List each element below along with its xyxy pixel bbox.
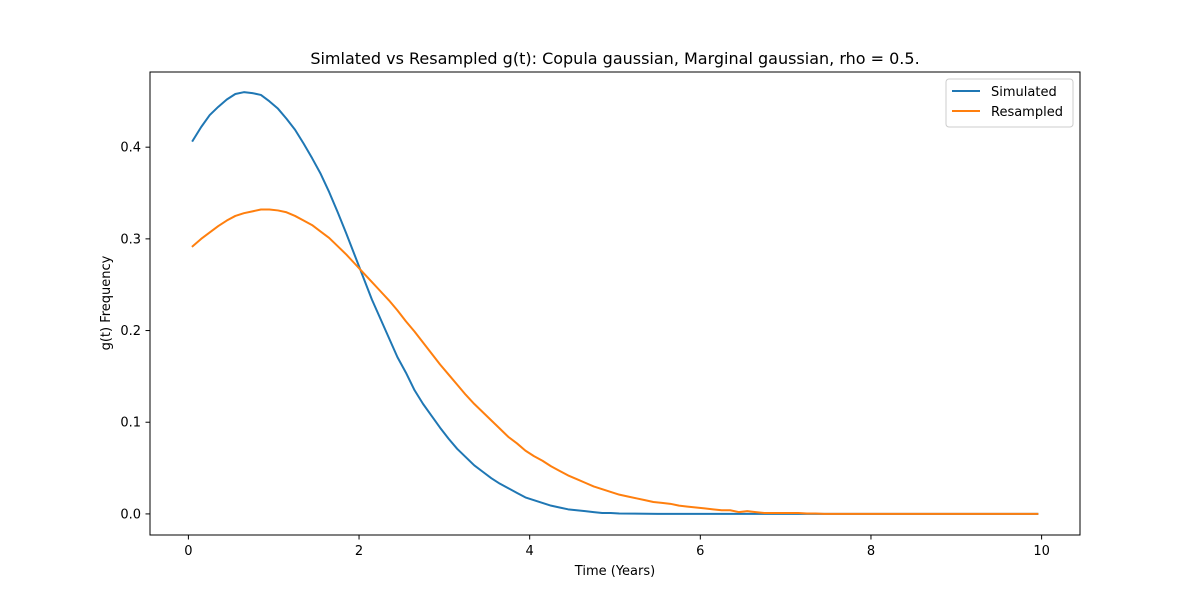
axes-frame [149,71,1081,536]
y-axis: 0.0 0.1 0.2 0.3 0.4 [120,141,150,522]
series-line-resampled [191,208,1039,515]
y-tick-label: 0.0 [120,507,141,522]
x-axis-label: Time (Years) [574,564,655,579]
x-tick-label: 0 [184,544,192,559]
x-tick-label: 2 [355,544,363,559]
legend-label-resampled: Resampled [991,105,1063,120]
x-axis: 0 2 4 6 8 10 [184,535,1050,559]
plot-area [191,91,1039,515]
y-axis-label: g(t) Frequency [99,255,114,350]
x-tick-label: 6 [696,544,704,559]
x-tick-label: 10 [1033,544,1050,559]
legend-label-simulated: Simulated [991,85,1057,100]
x-tick-label: 4 [526,544,534,559]
y-tick-label: 0.2 [120,324,141,339]
y-tick-label: 0.4 [120,141,141,156]
series-line-simulated [191,91,1039,515]
chart-title: Simlated vs Resampled g(t): Copula gauss… [310,49,919,68]
y-tick-label: 0.3 [120,232,141,247]
y-tick-label: 0.1 [120,416,141,431]
legend: Simulated Resampled [945,78,1074,128]
x-tick-label: 8 [867,544,875,559]
